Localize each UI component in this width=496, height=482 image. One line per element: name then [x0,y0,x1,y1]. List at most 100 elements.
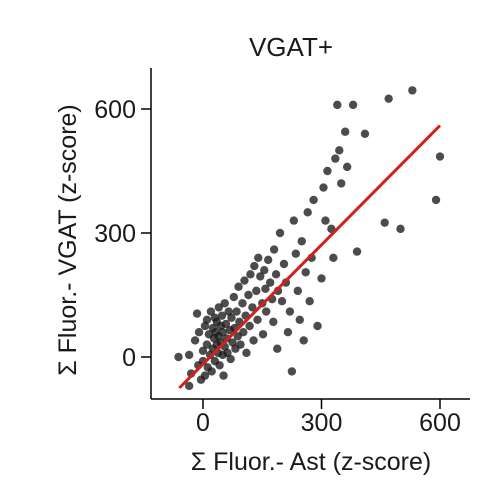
data-point [202,340,212,349]
data-point [232,307,241,316]
data-point [245,321,254,331]
data-point [279,259,289,269]
data-point [260,266,269,275]
data-point [236,340,245,349]
data-point [435,152,445,161]
data-point [250,261,259,271]
data-point [220,299,229,308]
data-point [273,344,282,353]
data-point [384,94,393,103]
data-point [206,307,216,316]
data-point [265,278,275,287]
data-point [408,86,417,95]
data-point [342,162,352,172]
data-point [215,361,224,370]
y-axis: 0 300 600 [94,68,152,399]
regression-line [178,124,442,390]
x-axis-label: Σ Fluor.- Ast (z-score) [191,448,432,476]
data-point [335,146,344,155]
data-point [184,381,194,391]
data-point [192,309,202,318]
data-point [269,317,278,327]
data-point [184,350,194,360]
data-point [256,272,265,281]
data-point [331,154,340,163]
data-point [309,195,318,205]
x-tick-label: 600 [419,409,461,437]
data-point [198,346,208,355]
data-point [223,348,232,358]
data-point [226,354,235,364]
data-point [396,224,405,234]
data-point [360,129,370,138]
data-point [238,299,247,308]
data-point [252,286,261,296]
data-point [254,253,263,262]
data-point [291,249,301,258]
data-point [239,328,248,337]
data-point [253,315,262,324]
data-point [352,247,362,256]
data-point [299,336,308,345]
data-point [246,270,255,279]
data-point [248,303,257,312]
data-point [261,284,270,293]
data-point [275,228,285,238]
data-point [321,216,330,225]
data-point [313,321,322,331]
data-point [194,328,204,337]
data-point [218,328,227,337]
y-tick-label: 300 [94,220,136,248]
data-point [242,348,251,358]
x-tick-label: 300 [301,409,343,437]
data-point [227,313,236,322]
data-point [277,297,287,306]
y-tick-label: 0 [122,344,136,372]
data-point [305,297,314,306]
x-tick-label: 0 [196,409,210,437]
data-point [249,336,258,345]
chart-title: VGAT+ [249,32,333,62]
data-point [301,268,310,277]
y-axis-label: Σ Fluor.- VGAT (z-score) [54,104,82,376]
x-ticks: 0 300 600 [196,399,461,437]
data-point [221,319,231,329]
data-point [317,274,326,283]
data-point [174,352,183,362]
data-point [202,315,212,324]
data-point [240,276,249,285]
data-point [190,336,200,345]
x-axis: 0 300 600 [151,398,470,437]
data-point [214,303,223,312]
data-point [207,367,216,376]
data-point [219,371,228,380]
data-point [263,255,273,265]
data-point [283,328,293,337]
data-point [234,282,243,291]
data-point [269,245,279,254]
data-point [431,195,441,205]
data-point [319,183,328,192]
data-point [323,166,332,176]
data-point [337,179,346,188]
data-point [333,100,342,110]
data-point [380,218,389,227]
data-point [295,315,304,324]
data-point [303,208,312,217]
data-point [329,253,338,262]
data-point [293,286,302,296]
data-point [258,330,268,339]
data-point [262,307,271,316]
data-point [287,367,297,376]
data-point [229,292,239,302]
data-point [289,216,299,225]
y-tick-label: 600 [94,96,136,124]
data-point [271,270,281,279]
y-ticks: 0 300 600 [94,96,151,372]
data-point [217,311,227,320]
data-point [285,307,295,316]
data-point [348,100,358,110]
data-point [244,290,253,300]
scatter-points [174,86,445,391]
